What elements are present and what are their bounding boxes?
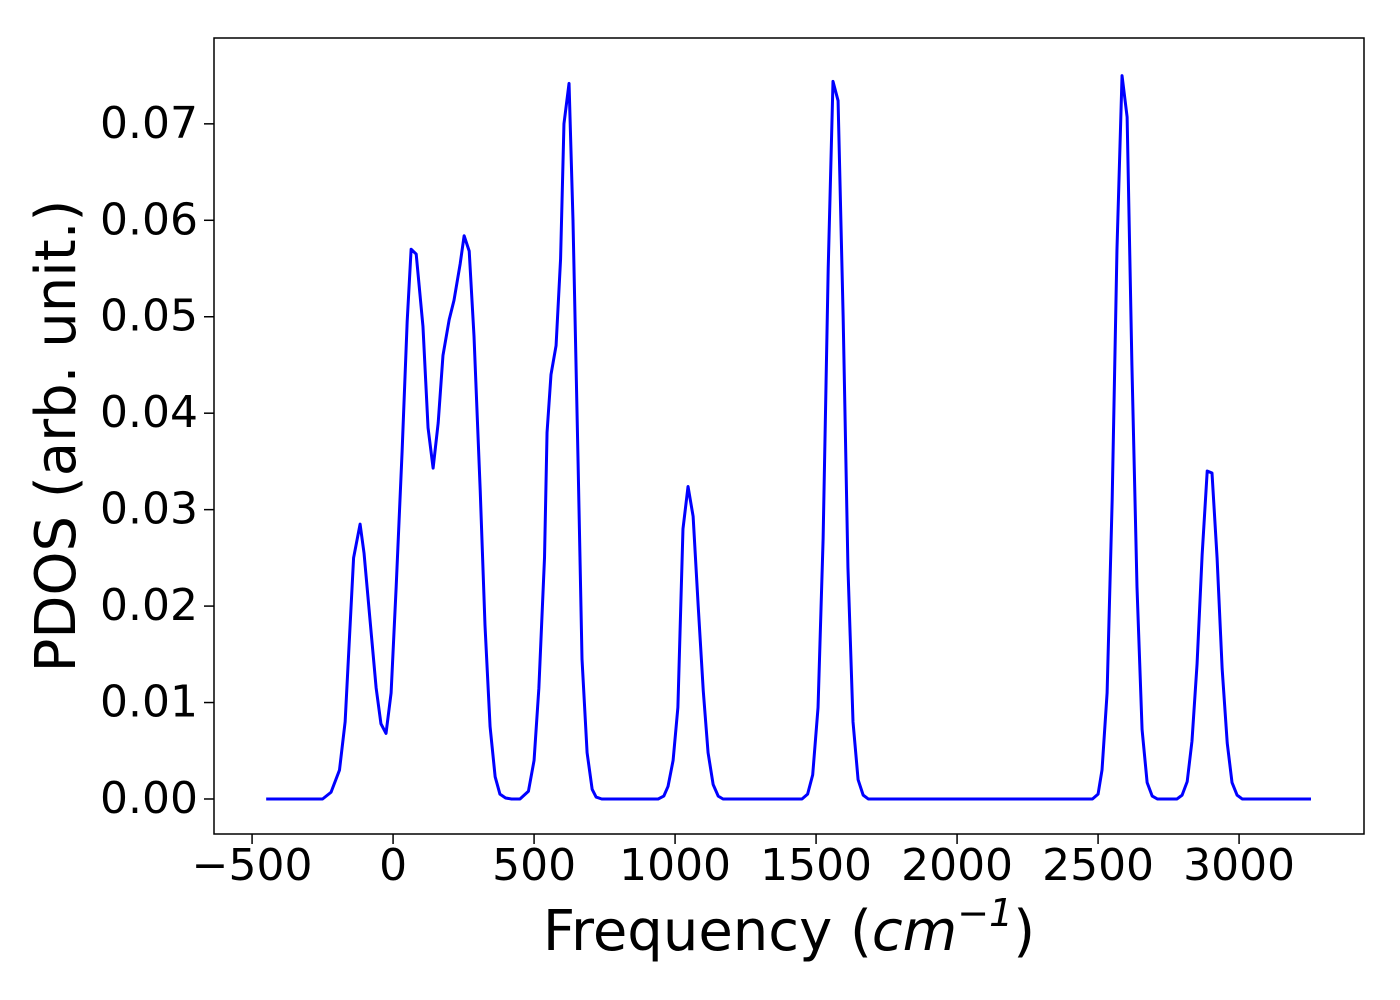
y-tick-label: 0.06 bbox=[100, 194, 198, 245]
x-tick-label: 3000 bbox=[1183, 840, 1295, 891]
x-label-superscript: −1 bbox=[957, 891, 1013, 935]
x-tick-label: 1000 bbox=[619, 840, 731, 891]
x-tick-label: 2000 bbox=[901, 840, 1013, 891]
y-tick-label: 0.02 bbox=[100, 580, 198, 631]
x-tick-label: 1500 bbox=[760, 840, 872, 891]
x-axis-label: Frequency (cm−1) bbox=[543, 891, 1035, 965]
plot-frame bbox=[213, 37, 1365, 835]
x-label-text: Frequency ( bbox=[543, 899, 872, 964]
x-tick-label: −500 bbox=[192, 840, 313, 891]
x-label-math: cm bbox=[872, 899, 957, 964]
y-tick-label: 0.07 bbox=[100, 98, 198, 149]
x-tick-label: 0 bbox=[379, 840, 407, 891]
y-tick-label: 0.00 bbox=[100, 773, 198, 824]
y-tick-label: 0.04 bbox=[100, 387, 198, 438]
x-tick-label: 500 bbox=[492, 840, 576, 891]
x-tick-label: 2500 bbox=[1042, 840, 1154, 891]
y-axis-label: PDOS (arb. unit.) bbox=[24, 200, 89, 673]
y-tick-label: 0.01 bbox=[100, 677, 198, 728]
y-tick-label: 0.05 bbox=[100, 291, 198, 342]
line-series bbox=[266, 74, 1311, 801]
y-tick-label: 0.03 bbox=[100, 484, 198, 535]
x-label-text: ) bbox=[1013, 899, 1035, 964]
